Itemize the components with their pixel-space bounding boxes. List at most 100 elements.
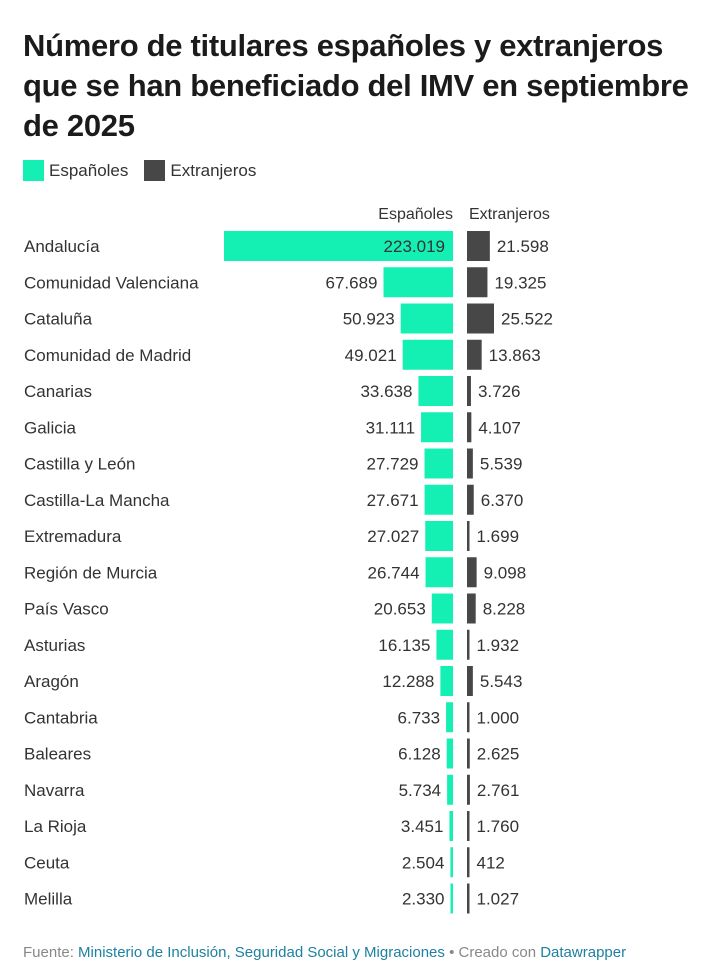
row-label-comunidad-valenciana: Comunidad Valenciana: [24, 273, 199, 292]
column-header-extranjeros: Extranjeros: [469, 206, 550, 223]
legend-item-extranjeros: Extranjeros: [144, 160, 256, 181]
bar-extranjeros-castilla-y-leon: [467, 448, 473, 479]
value-espanoles-aragon: 12.288: [382, 672, 434, 691]
legend-swatch-espanoles: [23, 160, 44, 181]
value-espanoles-navarra: 5.734: [399, 781, 442, 800]
bar-espanoles-la-rioja: [449, 811, 453, 841]
bar-espanoles-pais-vasco: [431, 593, 453, 624]
row-label-pais-vasco: País Vasco: [24, 600, 109, 619]
credit-separator: • Creado con: [444, 944, 541, 961]
row-label-comunidad-de-madrid: Comunidad de Madrid: [24, 346, 191, 365]
source-prefix: Fuente:: [23, 944, 79, 961]
column-header-espanoles: Españoles: [378, 206, 453, 223]
value-espanoles-asturias: 16.135: [378, 636, 430, 655]
value-extranjeros-canarias: 3.726: [478, 382, 521, 401]
bar-extranjeros-aragon: [467, 666, 473, 696]
bar-extranjeros-pais-vasco: [467, 593, 476, 624]
bar-espanoles-castilla-y-leon: [424, 448, 453, 479]
bar-espanoles-asturias: [436, 629, 453, 660]
row-label-la-rioja: La Rioja: [24, 817, 87, 836]
value-espanoles-castilla-y-leon: 27.729: [367, 455, 419, 474]
row-label-baleares: Baleares: [24, 745, 91, 764]
legend: Españoles Extranjeros: [23, 160, 272, 181]
value-espanoles-ceuta: 2.504: [402, 853, 445, 872]
value-extranjeros-ceuta: 412: [477, 853, 505, 872]
bar-extranjeros-baleares: [467, 738, 470, 769]
row-label-castilla-y-leon: Castilla y León: [24, 455, 136, 474]
source-link[interactable]: Ministerio de Inclusión, Seguridad Socia…: [78, 944, 445, 961]
row-label-cantabria: Cantabria: [24, 708, 98, 727]
value-extranjeros-baleares: 2.625: [477, 745, 520, 764]
value-espanoles-andalucia: 223.019: [384, 237, 445, 256]
row-label-canarias: Canarias: [24, 382, 92, 401]
legend-item-espanoles: Españoles: [23, 160, 128, 181]
chart-title: Número de titulares españoles y extranje…: [23, 28, 689, 143]
bar-espanoles-galicia: [421, 412, 453, 443]
value-espanoles-canarias: 33.638: [360, 382, 412, 401]
bar-espanoles-ceuta: [450, 847, 453, 878]
bar-extranjeros-cataluna: [467, 303, 494, 334]
value-extranjeros-aragon: 5.543: [480, 672, 523, 691]
datawrapper-link[interactable]: Datawrapper: [540, 944, 627, 961]
bar-espanoles-region-de-murcia: [425, 557, 453, 588]
bar-espanoles-comunidad-valenciana: [383, 267, 453, 298]
value-extranjeros-castilla-y-leon: 5.539: [480, 455, 523, 474]
row-label-cataluna: Cataluña: [24, 310, 93, 329]
value-extranjeros-pais-vasco: 8.228: [483, 600, 526, 619]
value-espanoles-galicia: 31.111: [366, 418, 415, 437]
bar-espanoles-castilla-la-mancha: [424, 484, 453, 515]
row-label-navarra: Navarra: [24, 781, 85, 800]
value-extranjeros-asturias: 1.932: [477, 636, 520, 655]
row-label-galicia: Galicia: [24, 418, 77, 437]
bar-espanoles-navarra: [447, 774, 453, 805]
bar-espanoles-canarias: [418, 376, 453, 406]
value-espanoles-region-de-murcia: 26.744: [368, 563, 420, 582]
value-extranjeros-navarra: 2.761: [477, 781, 520, 800]
value-extranjeros-comunidad-valenciana: 19.325: [494, 273, 546, 292]
bar-extranjeros-asturias: [467, 629, 470, 660]
bar-espanoles-comunidad-de-madrid: [402, 339, 453, 370]
bar-extranjeros-melilla: [467, 883, 470, 914]
bar-extranjeros-extremadura: [467, 521, 470, 551]
value-espanoles-cataluna: 50.923: [343, 310, 395, 329]
row-label-andalucia: Andalucía: [24, 237, 100, 256]
bar-extranjeros-navarra: [467, 774, 470, 805]
value-espanoles-baleares: 6.128: [398, 745, 441, 764]
bar-espanoles-extremadura: [425, 521, 453, 551]
value-extranjeros-comunidad-de-madrid: 13.863: [489, 346, 541, 365]
bar-extranjeros-canarias: [467, 376, 471, 406]
value-extranjeros-region-de-murcia: 9.098: [484, 563, 527, 582]
row-label-region-de-murcia: Región de Murcia: [24, 563, 158, 582]
value-espanoles-comunidad-valenciana: 67.689: [325, 273, 377, 292]
value-espanoles-castilla-la-mancha: 27.671: [367, 491, 419, 510]
value-extranjeros-andalucia: 21.598: [497, 237, 549, 256]
row-label-asturias: Asturias: [24, 636, 85, 655]
value-espanoles-cantabria: 6.733: [398, 708, 441, 727]
bar-extranjeros-region-de-murcia: [467, 557, 477, 588]
value-extranjeros-extremadura: 1.699: [477, 527, 520, 546]
legend-label-espanoles: Españoles: [49, 160, 129, 180]
bar-espanoles-cantabria: [446, 702, 453, 733]
bar-espanoles-cataluna: [400, 303, 453, 334]
value-extranjeros-galicia: 4.107: [478, 418, 521, 437]
row-label-ceuta: Ceuta: [24, 853, 70, 872]
bar-extranjeros-andalucia: [467, 231, 490, 261]
row-label-melilla: Melilla: [24, 890, 73, 909]
legend-label-extranjeros: Extranjeros: [170, 160, 257, 180]
value-extranjeros-la-rioja: 1.760: [477, 817, 520, 836]
value-espanoles-extremadura: 27.027: [367, 527, 419, 546]
bar-chart: Españoles Extranjeros Andalucía 223.019 21.5…: [24, 206, 553, 914]
legend-swatch-extranjeros: [144, 160, 166, 181]
footer: Fuente: Ministerio de Inclusión, Segurid…: [23, 944, 626, 961]
value-extranjeros-melilla: 1.027: [477, 890, 520, 909]
row-label-aragon: Aragón: [24, 672, 79, 691]
bar-espanoles-andalucia: [224, 231, 453, 261]
value-espanoles-la-rioja: 3.451: [401, 817, 444, 836]
bar-extranjeros-castilla-la-mancha: [467, 484, 474, 515]
row-label-castilla-la-mancha: Castilla-La Mancha: [24, 491, 170, 510]
value-extranjeros-castilla-la-mancha: 6.370: [481, 491, 524, 510]
bar-extranjeros-ceuta: [467, 847, 470, 878]
value-espanoles-melilla: 2.330: [402, 890, 445, 909]
value-espanoles-comunidad-de-madrid: 49.021: [345, 346, 397, 365]
row-label-extremadura: Extremadura: [24, 527, 122, 546]
